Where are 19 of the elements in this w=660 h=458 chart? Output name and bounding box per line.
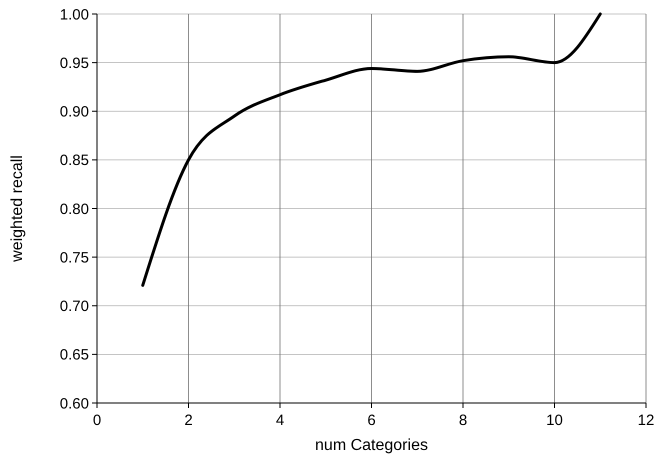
y-tick-label: 1.00 <box>60 6 89 24</box>
y-tick-label: 0.70 <box>60 298 89 315</box>
x-tick-label: 8 <box>458 412 468 429</box>
y-tick-label: 0.80 <box>60 200 89 218</box>
y-tick-label: 0.75 <box>60 249 89 266</box>
y-tick-label: 0.60 <box>60 395 89 412</box>
y-tick-label: 0.95 <box>60 54 89 72</box>
x-tick-label: 12 <box>638 412 654 429</box>
x-tick-label: 2 <box>184 412 193 429</box>
y-axis-title: weighted recall <box>9 155 26 263</box>
y-tick-label: 0.65 <box>60 346 89 364</box>
x-tick-label: 6 <box>367 412 376 429</box>
x-tick-label: 4 <box>276 412 284 429</box>
x-axis-title: num Categories <box>315 437 428 454</box>
line-series <box>141 12 602 287</box>
x-tick-label: 10 <box>546 412 563 429</box>
y-tick-label: 0.90 <box>60 104 89 120</box>
x-tick-label: 0 <box>92 412 102 429</box>
y-tick-label: 0.85 <box>60 152 89 170</box>
